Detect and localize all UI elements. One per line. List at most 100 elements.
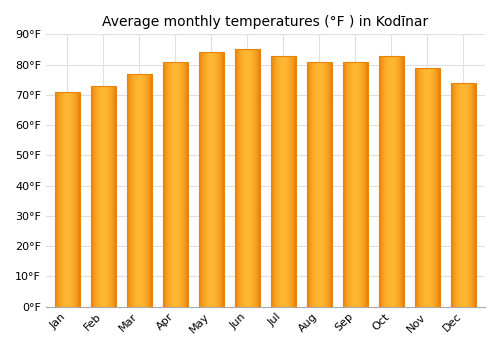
Bar (451, 83, 452, 307)
Bar (65, 92, 66, 307)
Bar (278, 56, 279, 307)
Bar (91, 86, 92, 307)
Bar (96, 86, 97, 307)
Bar (464, 83, 466, 307)
Bar (110, 86, 111, 307)
Bar (184, 62, 185, 307)
Bar (352, 62, 353, 307)
Bar (214, 52, 215, 307)
Bar (316, 62, 317, 307)
Bar (101, 86, 102, 307)
Bar (272, 56, 274, 307)
Bar (386, 56, 387, 307)
Bar (396, 56, 397, 307)
Bar (415, 68, 416, 307)
Bar (256, 49, 257, 307)
Bar (457, 83, 458, 307)
Bar (350, 62, 351, 307)
Bar (163, 62, 188, 307)
Bar (55, 92, 80, 307)
Bar (456, 83, 457, 307)
Bar (474, 83, 476, 307)
Bar (199, 52, 224, 307)
Bar (330, 62, 331, 307)
Bar (172, 62, 173, 307)
Bar (324, 62, 325, 307)
Bar (343, 62, 344, 307)
Bar (360, 62, 361, 307)
Bar (293, 56, 294, 307)
Title: Average monthly temperatures (°F ) in Kodīnar: Average monthly temperatures (°F ) in Ko… (102, 15, 428, 29)
Bar (139, 74, 140, 307)
Bar (388, 56, 389, 307)
Bar (209, 52, 210, 307)
Bar (66, 92, 67, 307)
Bar (72, 92, 73, 307)
Bar (236, 49, 238, 307)
Bar (67, 92, 68, 307)
Bar (166, 62, 168, 307)
Bar (359, 62, 360, 307)
Bar (416, 68, 418, 307)
Bar (239, 49, 240, 307)
Bar (282, 56, 283, 307)
Bar (199, 52, 200, 307)
Bar (178, 62, 179, 307)
Bar (325, 62, 326, 307)
Bar (290, 56, 291, 307)
Bar (148, 74, 149, 307)
Bar (235, 49, 260, 307)
Bar (295, 56, 296, 307)
Bar (433, 68, 434, 307)
Bar (314, 62, 315, 307)
Bar (251, 49, 252, 307)
Bar (134, 74, 135, 307)
Bar (390, 56, 391, 307)
Bar (242, 49, 243, 307)
Bar (318, 62, 319, 307)
Bar (279, 56, 280, 307)
Bar (107, 86, 108, 307)
Bar (344, 62, 346, 307)
Bar (473, 83, 474, 307)
Bar (398, 56, 399, 307)
Bar (420, 68, 421, 307)
Bar (395, 56, 396, 307)
Bar (133, 74, 134, 307)
Bar (346, 62, 347, 307)
Bar (145, 74, 146, 307)
Bar (363, 62, 364, 307)
Bar (292, 56, 293, 307)
Bar (208, 52, 209, 307)
Bar (271, 56, 272, 307)
Bar (173, 62, 174, 307)
Bar (354, 62, 355, 307)
Bar (70, 92, 71, 307)
Bar (113, 86, 114, 307)
Bar (219, 52, 220, 307)
Bar (327, 62, 328, 307)
Bar (391, 56, 392, 307)
Bar (140, 74, 141, 307)
Bar (241, 49, 242, 307)
Bar (106, 86, 107, 307)
Bar (315, 62, 316, 307)
Bar (244, 49, 245, 307)
Bar (319, 62, 320, 307)
Bar (103, 86, 104, 307)
Bar (76, 92, 77, 307)
Bar (418, 68, 419, 307)
Bar (104, 86, 106, 307)
Bar (61, 92, 62, 307)
Bar (132, 74, 133, 307)
Bar (385, 56, 386, 307)
Bar (425, 68, 426, 307)
Bar (78, 92, 79, 307)
Bar (328, 62, 329, 307)
Bar (322, 62, 323, 307)
Bar (252, 49, 253, 307)
Bar (63, 92, 64, 307)
Bar (277, 56, 278, 307)
Bar (467, 83, 468, 307)
Bar (62, 92, 63, 307)
